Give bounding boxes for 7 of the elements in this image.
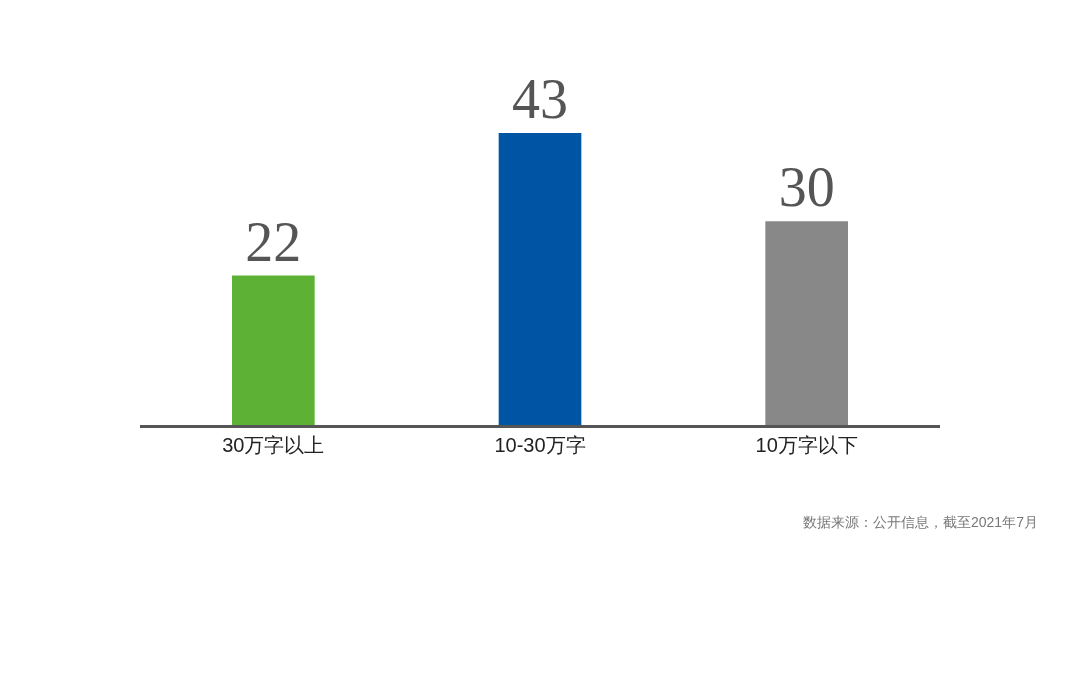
source-note: 数据来源：公开信息，截至2021年7月 [803,514,1038,530]
x-tick-label: 10万字以下 [755,434,858,456]
data-label: 43 [512,68,568,130]
data-label: 22 [245,210,302,273]
x-tick-label: 30万字以上 [222,434,325,456]
x-tick-label: 10-30万字 [494,434,586,456]
data-label: 30 [778,156,835,219]
